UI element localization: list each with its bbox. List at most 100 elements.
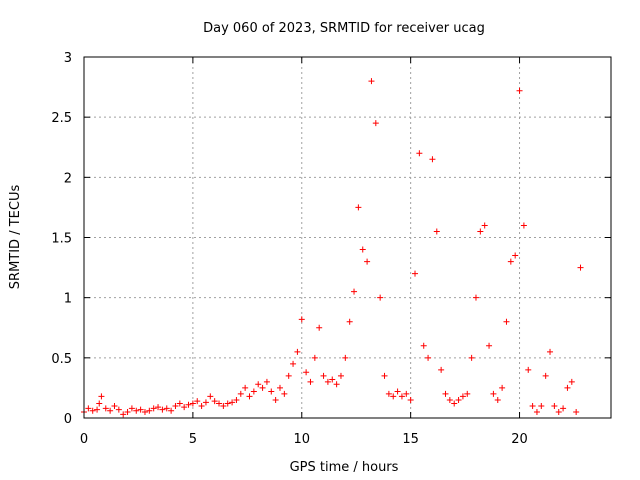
data-point [364,258,371,265]
data-point [503,318,510,325]
data-point [229,399,236,406]
y-axis-label: SRMTID / TECUs [8,185,23,290]
data-point [298,316,305,323]
data-point [533,408,540,415]
data-point [446,396,453,403]
data-point [377,294,384,301]
y-tick-label: 3 [64,51,72,66]
data-point [368,78,375,85]
data-point [133,407,140,414]
data-point [577,264,584,271]
data-point [472,294,479,301]
data-point [551,402,558,409]
data-point [442,390,449,397]
data-point [207,393,214,400]
data-point [172,402,179,409]
data-point [420,342,427,349]
axis-ticks [83,56,611,419]
data-point [416,150,423,157]
data-point [329,376,336,383]
data-point [337,372,344,379]
data-point [189,400,196,407]
y-tick-label: 2 [64,171,72,186]
x-tick-labels: 0 5 10 15 20 [80,432,528,447]
data-point [560,405,567,412]
data-point [185,401,192,408]
x-tick-label: 10 [293,432,310,447]
data-point [96,400,103,407]
data-point [459,393,466,400]
data-point [285,372,292,379]
data-point [255,381,262,388]
data-point [211,398,218,405]
y-tick-label: 1.5 [51,232,72,247]
data-point [490,390,497,397]
x-tick-label: 0 [80,432,88,447]
data-point [102,405,109,412]
data-point [85,405,92,412]
data-point [499,384,506,391]
data-point [555,408,562,415]
data-point [307,378,314,385]
data-point [303,369,310,376]
data-point [477,228,484,235]
data-point [333,381,340,388]
chart-title: Day 060 of 2023, SRMTID for receiver uca… [203,21,485,36]
data-point [464,390,471,397]
data-point [163,405,170,412]
data-point [547,348,554,355]
data-point [516,87,523,94]
data-point [276,384,283,391]
data-points [81,78,584,418]
data-point [94,406,101,413]
data-point [141,408,148,415]
data-point [146,407,153,414]
data-point [128,405,135,412]
y-tick-label: 0 [64,412,72,427]
data-point [120,411,127,418]
data-point [359,246,366,253]
data-point [412,270,419,277]
data-point [520,222,527,229]
data-point [468,354,475,361]
data-point [481,222,488,229]
data-point [486,342,493,349]
data-point [281,390,288,397]
data-point [429,156,436,163]
data-point [290,360,297,367]
data-point [342,354,349,361]
data-point [438,366,445,373]
data-point [451,400,458,407]
data-point [202,399,209,406]
data-point [181,404,188,411]
grid-lines [84,57,611,418]
data-point [355,204,362,211]
data-point [455,396,462,403]
data-point [372,120,379,127]
data-point [398,393,405,400]
data-point [433,228,440,235]
x-tick-label: 15 [402,432,419,447]
data-point [568,378,575,385]
data-point [394,388,401,395]
data-point [89,407,96,414]
data-point [385,390,392,397]
data-point [351,288,358,295]
data-point [403,390,410,397]
data-point [115,406,122,413]
data-point [494,396,501,403]
data-point [224,400,231,407]
plot-frame [83,56,612,419]
data-point [542,372,549,379]
data-point [525,366,532,373]
data-point [507,258,514,265]
data-point [159,406,166,413]
data-point [107,407,114,414]
data-point [263,378,270,385]
data-point [512,252,519,259]
data-point [98,393,105,400]
data-point [272,396,279,403]
data-point [176,400,183,407]
data-point [390,393,397,400]
